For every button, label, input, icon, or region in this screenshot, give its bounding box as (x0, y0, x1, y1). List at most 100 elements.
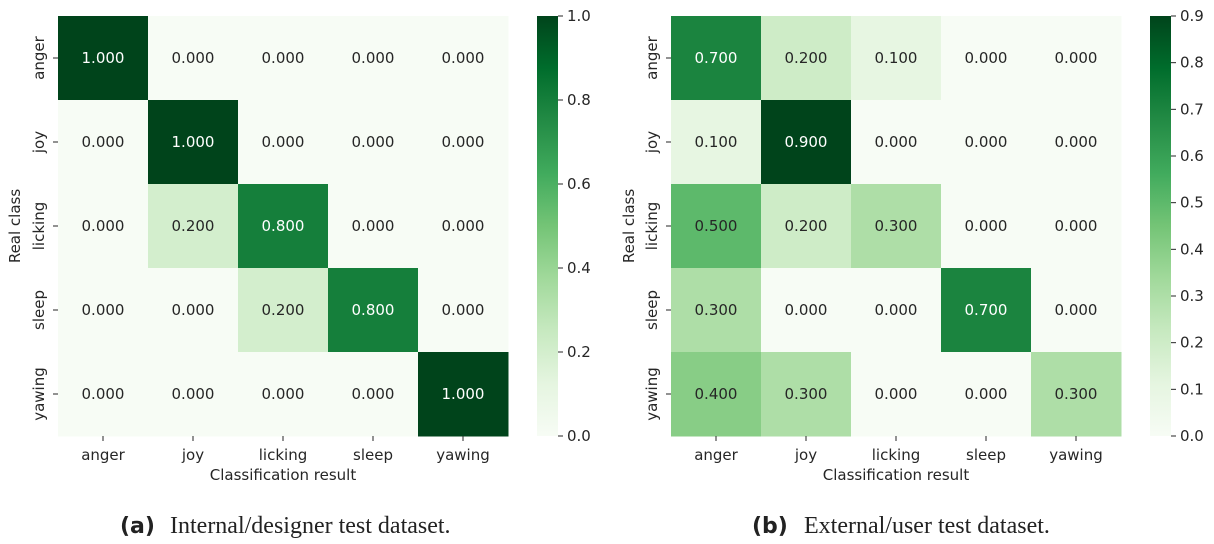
colorbar-tick-label: 0.8 (567, 91, 591, 109)
y-tick-label: joy (643, 131, 661, 154)
y-tick-label: yawing (643, 367, 661, 421)
cell-value-label: 0.000 (442, 133, 485, 151)
cell-value-label: 0.000 (262, 133, 305, 151)
cell-value-label: 0.000 (1055, 49, 1098, 67)
heatmap-cell (941, 184, 1032, 269)
caption-text: External/user test dataset. (804, 513, 1050, 539)
colorbar-tick-label: 0.6 (567, 175, 591, 193)
heatmap-cell (238, 268, 329, 353)
heatmap-cell (761, 352, 852, 437)
heatmap-panel-b: 0.700 0.200 0.100 0.000 0.000 0.100 0.900 0.000… (620, 7, 1204, 539)
heatmap-cell (1031, 184, 1122, 269)
cell-value-label: 0.000 (965, 385, 1008, 403)
cell-value-label: 1.000 (442, 385, 485, 403)
cell-value-label: 0.000 (82, 133, 125, 151)
heatmap-cell (941, 352, 1032, 437)
x-tick-label: joy (794, 446, 817, 464)
cell-value-label: 0.000 (172, 301, 215, 319)
y-tick-label: anger (643, 35, 661, 79)
heatmap-cell (761, 184, 852, 269)
colorbar-tick-label: 0.4 (1180, 240, 1204, 258)
colorbar-tick-label: 0.1 (1180, 380, 1204, 398)
colorbar-tick-label: 0.8 (1180, 54, 1204, 72)
caption-label: (a) (120, 514, 155, 539)
x-tick-label: sleep (353, 446, 393, 464)
cell-value-label: 0.000 (262, 385, 305, 403)
cell-value-label: 0.700 (965, 301, 1008, 319)
heatmap-cell (238, 352, 329, 437)
heatmap-cell (58, 100, 149, 185)
heatmap-cell (851, 268, 942, 353)
cell-value-label: 0.200 (262, 301, 305, 319)
cell-value-label: 0.000 (965, 217, 1008, 235)
cell-value-label: 0.800 (352, 301, 395, 319)
heatmap-cell (671, 352, 762, 437)
heatmap-cell (238, 184, 329, 269)
heatmap-cell (761, 268, 852, 353)
heatmap-cell (148, 16, 239, 101)
heatmap-cell (148, 352, 239, 437)
heatmap-cell (418, 268, 509, 353)
cell-value-label: 1.000 (172, 133, 215, 151)
heatmap-cell (58, 184, 149, 269)
colorbar-tick-label: 0.6 (1180, 147, 1204, 165)
heatmap-cell (1031, 352, 1122, 437)
colorbar-tick-label: 0.4 (567, 259, 591, 277)
y-axis-title: Real class (620, 189, 638, 264)
cell-value-label: 0.000 (172, 49, 215, 67)
cell-value-label: 0.000 (1055, 133, 1098, 151)
x-tick-label: licking (872, 446, 920, 464)
cell-value-label: 1.000 (82, 49, 125, 67)
heatmap-cell (1031, 268, 1122, 353)
cell-value-label: 0.000 (785, 301, 828, 319)
x-tick-label: sleep (966, 446, 1006, 464)
heatmap-cell (671, 16, 762, 101)
cell-value-label: 0.000 (442, 301, 485, 319)
colorbar-tick-label: 0.2 (567, 343, 591, 361)
heatmap-cell (941, 16, 1032, 101)
heatmap-cell (761, 100, 852, 185)
heatmap-cell (418, 16, 509, 101)
cell-value-label: 0.000 (875, 301, 918, 319)
heatmap-cell (851, 184, 942, 269)
x-axis-title: Classification result (823, 466, 970, 484)
colorbar (1150, 16, 1171, 436)
cell-value-label: 0.900 (785, 133, 828, 151)
heatmap-cell (1031, 100, 1122, 185)
cell-value-label: 0.000 (875, 133, 918, 151)
heatmap-panel-a: 1.000 0.000 0.000 0.000 0.000 0.000 1.000 0.000… (6, 7, 591, 539)
y-tick-label: sleep (643, 290, 661, 330)
cell-value-label: 0.500 (695, 217, 738, 235)
heatmap-cell (58, 16, 149, 101)
cell-value-label: 0.000 (82, 385, 125, 403)
cell-value-label: 0.300 (695, 301, 738, 319)
cell-value-label: 0.000 (965, 133, 1008, 151)
heatmap-cell (238, 16, 329, 101)
heatmap-cell (328, 16, 419, 101)
cell-value-label: 0.800 (262, 217, 305, 235)
heatmap-cell (148, 100, 239, 185)
cell-value-label: 0.200 (785, 217, 828, 235)
x-tick-label: yawing (1049, 446, 1103, 464)
heatmap-cell (58, 352, 149, 437)
heatmap-cell (238, 100, 329, 185)
cell-value-label: 0.300 (1055, 385, 1098, 403)
cell-value-label: 0.300 (875, 217, 918, 235)
heatmap-cell (671, 184, 762, 269)
heatmap-cell (328, 352, 419, 437)
heatmap-cell (148, 184, 239, 269)
colorbar-tick-label: 0.5 (1180, 194, 1204, 212)
colorbar-tick-label: 0.0 (1180, 427, 1204, 445)
cell-value-label: 0.000 (875, 385, 918, 403)
cell-value-label: 0.000 (262, 49, 305, 67)
y-tick-label: joy (30, 131, 48, 154)
y-tick-label: licking (643, 202, 661, 250)
cell-value-label: 0.000 (352, 217, 395, 235)
cell-value-label: 0.000 (965, 49, 1008, 67)
colorbar-tick-label: 0.0 (567, 427, 591, 445)
heatmap-cell (418, 352, 509, 437)
cell-value-label: 0.000 (1055, 217, 1098, 235)
cell-value-label: 0.100 (695, 133, 738, 151)
heatmap-cell (761, 16, 852, 101)
cell-value-label: 0.300 (785, 385, 828, 403)
